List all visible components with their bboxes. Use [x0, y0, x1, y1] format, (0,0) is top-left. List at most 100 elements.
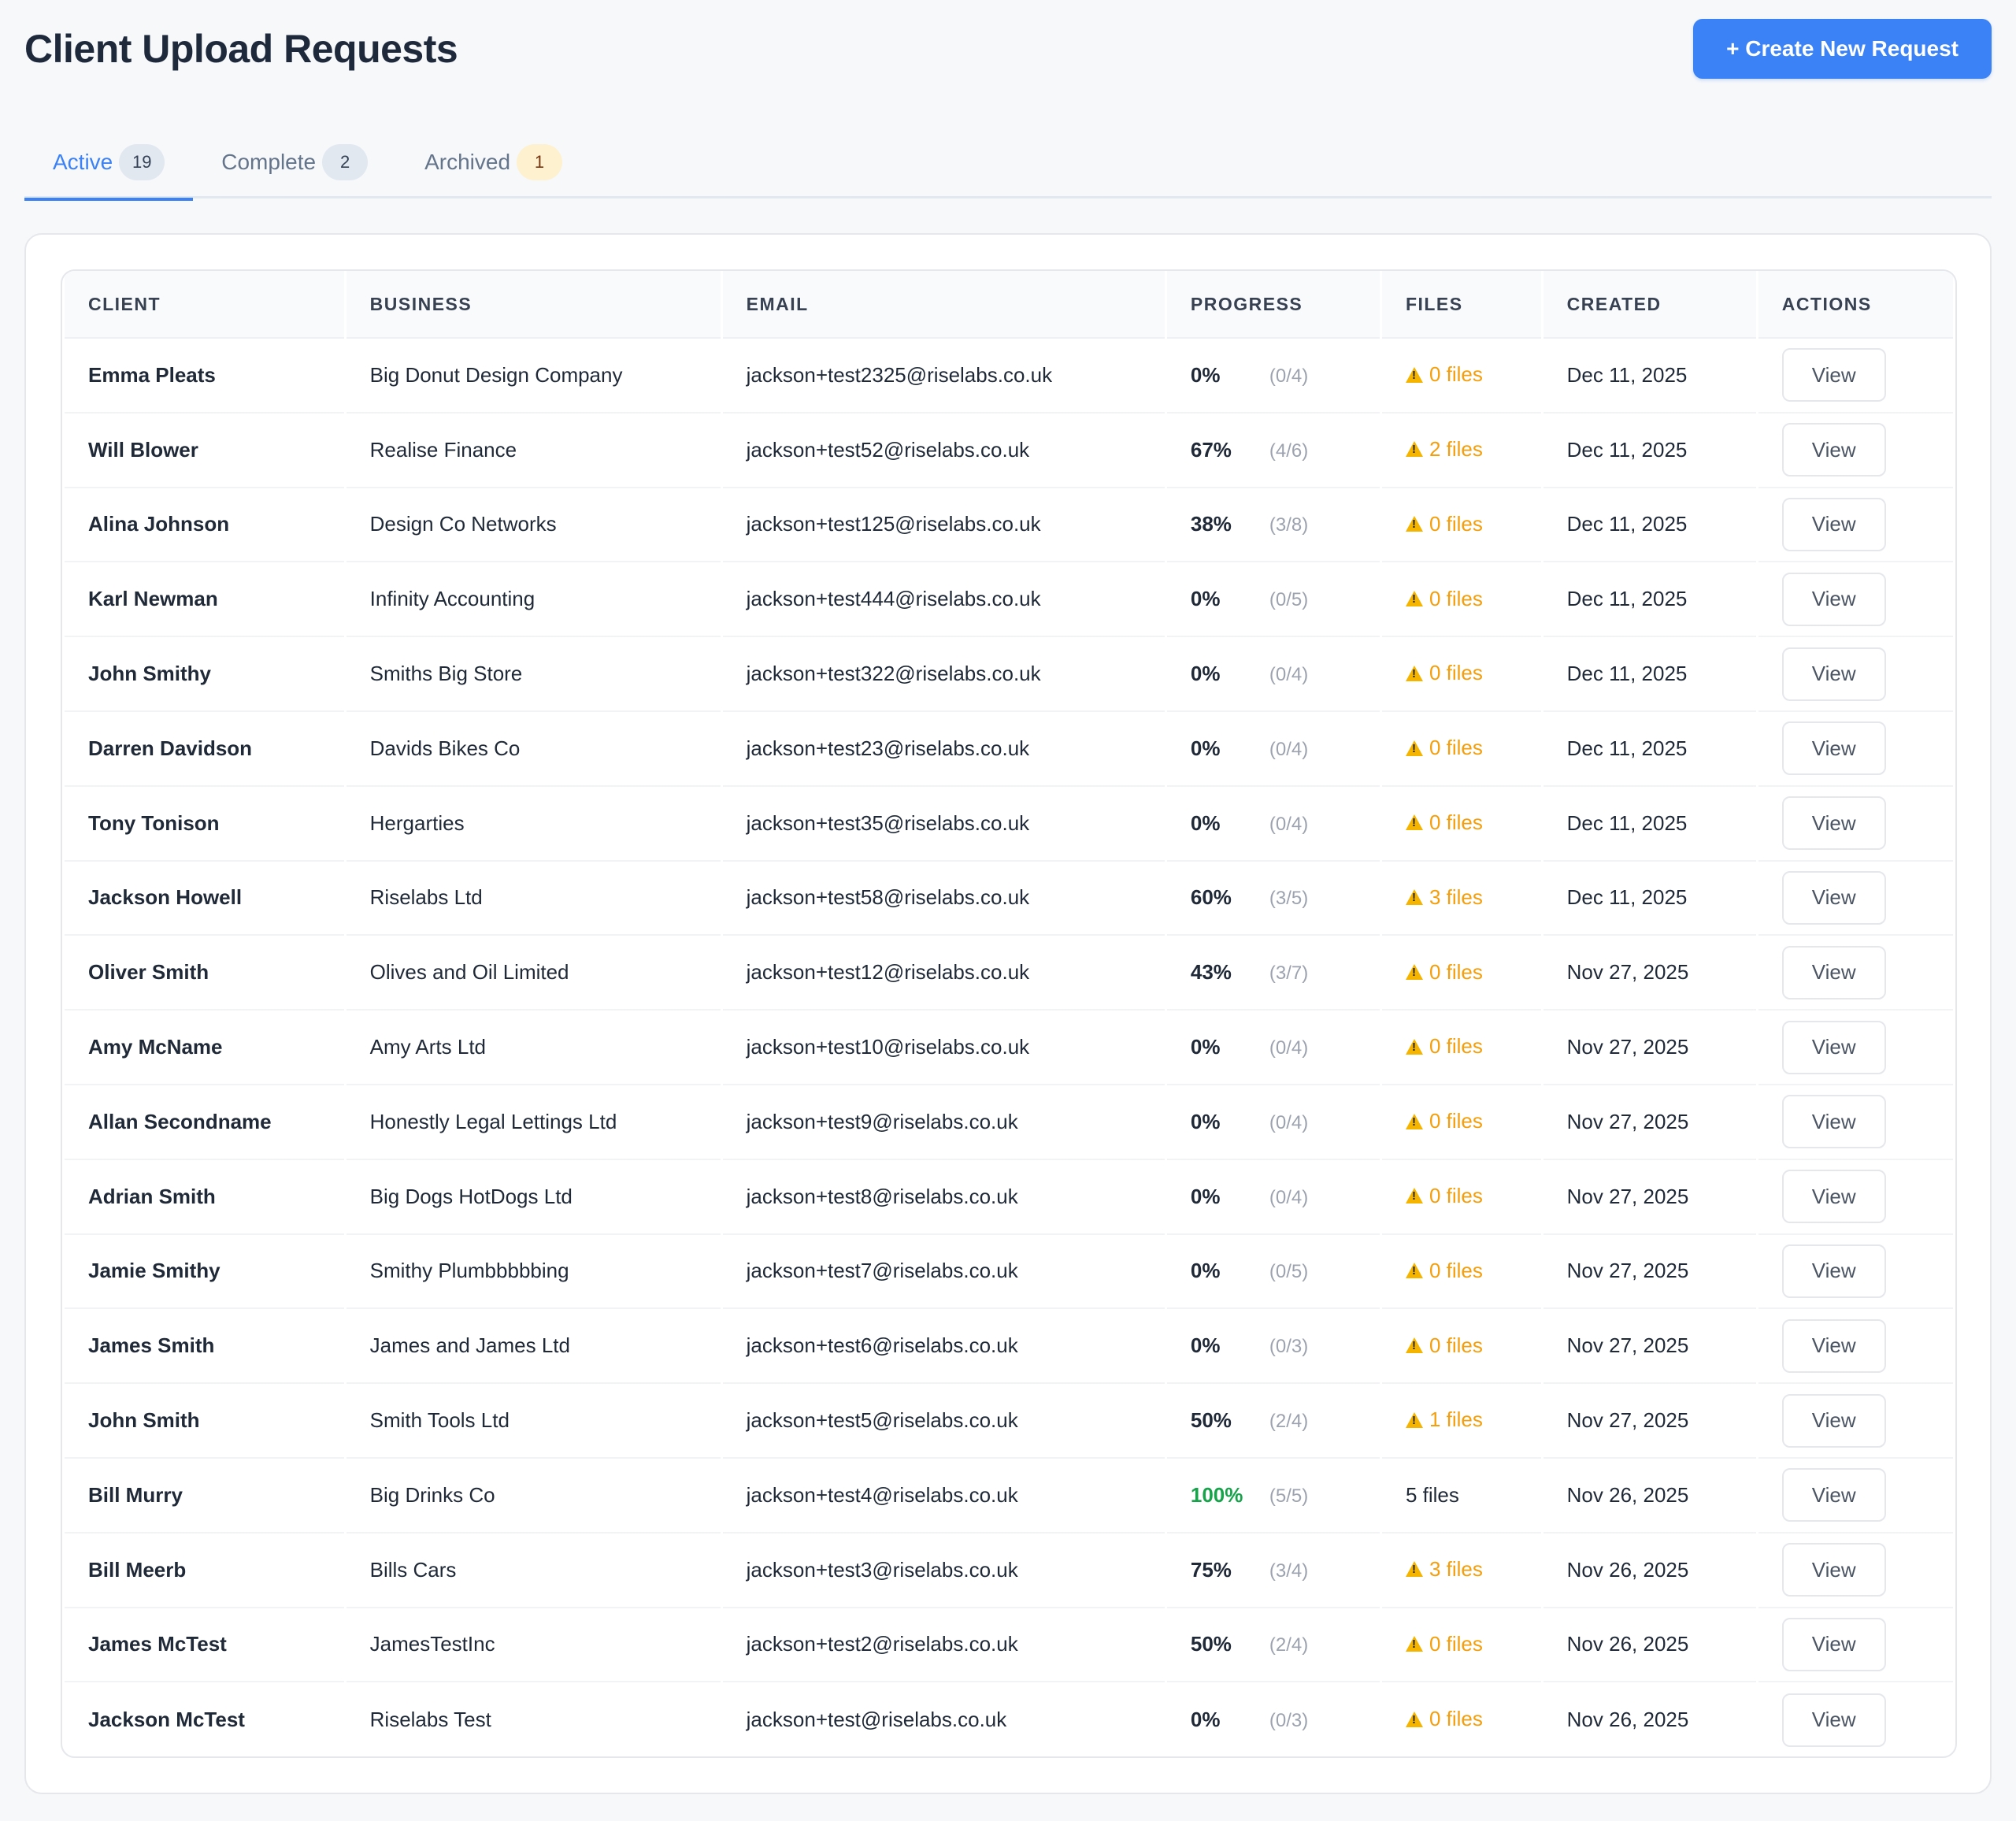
view-button[interactable]: View — [1781, 1468, 1886, 1522]
view-button[interactable]: View — [1781, 1095, 1886, 1149]
files-cell: 0 files — [1381, 1085, 1541, 1160]
view-button[interactable]: View — [1781, 572, 1886, 626]
files-count: 0 files — [1429, 959, 1483, 984]
client-email: jackson+test2325@riselabs.co.uk — [722, 339, 1165, 414]
view-button[interactable]: View — [1781, 647, 1886, 701]
files-status: 3 files — [1405, 885, 1483, 910]
created-date: Dec 11, 2025 — [1543, 562, 1756, 638]
table-row[interactable]: Allan Secondname Honestly Legal Lettings … — [65, 1085, 1953, 1160]
tab-complete[interactable]: Complete 2 — [193, 126, 396, 198]
column-header-email[interactable]: EMAIL — [722, 271, 1165, 339]
files-count: 5 files — [1405, 1482, 1459, 1507]
view-button[interactable]: View — [1781, 1244, 1886, 1298]
view-button[interactable]: View — [1781, 1170, 1886, 1224]
table-row[interactable]: Will Blower Realise Finance jackson+test52… — [65, 414, 1953, 488]
progress-cell: 60% (3/5) — [1166, 862, 1380, 936]
tab-label: Complete — [221, 150, 317, 174]
warning-icon — [1405, 516, 1423, 532]
table-row[interactable]: Emma Pleats Big Donut Design Company jacks… — [65, 339, 1953, 414]
table-row[interactable]: Jackson Howell Riselabs Ltd jackson+test58… — [65, 862, 1953, 936]
table-row[interactable]: John Smithy Smiths Big Store jackson+test3… — [65, 637, 1953, 712]
view-button[interactable]: View — [1781, 1617, 1886, 1671]
actions-cell: View — [1758, 339, 1953, 414]
progress-fraction: (2/4) — [1269, 1411, 1309, 1433]
actions-cell: View — [1758, 1384, 1953, 1459]
business-name: Davids Bikes Co — [346, 712, 721, 787]
progress-cell: 50% (2/4) — [1166, 1384, 1380, 1459]
column-header-files[interactable]: FILES — [1381, 271, 1541, 339]
progress-cell: 0% (0/5) — [1166, 1235, 1380, 1310]
created-date: Nov 27, 2025 — [1543, 1235, 1756, 1310]
table-row[interactable]: John Smith Smith Tools Ltd jackson+test5@r… — [65, 1384, 1953, 1459]
view-button[interactable]: View — [1781, 870, 1886, 925]
table-row[interactable]: Jamie Smithy Smithy Plumbbbbbing jackson+t… — [65, 1235, 1953, 1310]
files-cell: 1 files — [1381, 1384, 1541, 1459]
tab-label: Active — [53, 150, 113, 174]
view-button[interactable]: View — [1781, 1318, 1886, 1373]
created-date: Dec 11, 2025 — [1543, 339, 1756, 414]
table-row[interactable]: James McTest JamesTestInc jackson+test2@ri… — [65, 1608, 1953, 1683]
files-status: 0 files — [1405, 587, 1483, 611]
files-cell: 0 files — [1381, 562, 1541, 638]
files-status: 0 files — [1405, 810, 1483, 835]
progress-fraction: (3/4) — [1269, 1560, 1309, 1582]
tab-archived[interactable]: Archived 1 — [396, 126, 591, 198]
progress-cell: 75% (3/4) — [1166, 1534, 1380, 1608]
client-email: jackson+test322@riselabs.co.uk — [722, 637, 1165, 712]
view-button[interactable]: View — [1781, 1020, 1886, 1074]
client-name: Bill Meerb — [65, 1534, 344, 1608]
view-button[interactable]: View — [1781, 497, 1886, 551]
actions-cell: View — [1758, 862, 1953, 936]
table-row[interactable]: Karl Newman Infinity Accounting jackson+te… — [65, 562, 1953, 638]
view-button[interactable]: View — [1781, 1693, 1886, 1747]
table-row[interactable]: Bill Murry Big Drinks Co jackson+test4@ris… — [65, 1459, 1953, 1534]
files-status: 0 files — [1405, 1707, 1483, 1731]
column-header-progress[interactable]: PROGRESS — [1166, 271, 1380, 339]
column-header-client[interactable]: CLIENT — [65, 271, 344, 339]
business-name: Hergarties — [346, 787, 721, 862]
column-header-created[interactable]: CREATED — [1543, 271, 1756, 339]
files-cell: 0 files — [1381, 936, 1541, 1011]
view-button[interactable]: View — [1781, 1393, 1886, 1448]
created-date: Dec 11, 2025 — [1543, 414, 1756, 488]
files-cell: 0 files — [1381, 1011, 1541, 1085]
business-name: Riselabs Test — [369, 1708, 491, 1732]
client-name: Will Blower — [65, 414, 344, 488]
files-cell: 0 files — [1381, 1235, 1541, 1310]
business-name: James and James Ltd — [346, 1309, 721, 1385]
files-status: 5 files — [1406, 1483, 1459, 1508]
actions-cell: View — [1758, 1011, 1953, 1085]
client-email: jackson+test3@riselabs.co.uk — [722, 1534, 1165, 1608]
business-name: JamesTestInc — [346, 1608, 721, 1683]
table-row[interactable]: Darren Davidson Davids Bikes Co jackson+te… — [65, 712, 1953, 787]
table-row[interactable]: Bill Meerb Bills Cars jackson+test3@risela… — [65, 1534, 1953, 1608]
files-status: 1 files — [1405, 1407, 1483, 1432]
progress-cell: 50% (2/4) — [1166, 1608, 1380, 1683]
table-row[interactable]: Amy McName Amy Arts Ltd jackson+test10@ris… — [65, 1011, 1953, 1085]
table-row[interactable]: Alina Johnson Design Co Networks jackson+t… — [65, 488, 1953, 563]
table-row[interactable]: James Smith James and James Ltd jackson+te… — [65, 1309, 1953, 1385]
tab-active[interactable]: Active 19 — [24, 126, 194, 201]
client-email: jackson+test125@riselabs.co.uk — [722, 488, 1165, 563]
files-count: 0 files — [1429, 1109, 1483, 1133]
files-cell: 0 files — [1381, 637, 1541, 712]
table-row[interactable]: Tony Tonison Hergarties jackson+test35@ris… — [65, 787, 1953, 862]
view-button[interactable]: View — [1781, 423, 1886, 477]
create-new-request-button[interactable]: + Create New Request — [1693, 19, 1992, 79]
view-button[interactable]: View — [1781, 721, 1886, 776]
view-button[interactable]: View — [1781, 796, 1886, 851]
client-name: Bill Murry — [65, 1459, 344, 1534]
actions-cell: View — [1758, 562, 1953, 638]
view-button[interactable]: View — [1781, 945, 1886, 1000]
tab-label: Archived — [424, 150, 511, 174]
warning-icon — [1405, 889, 1423, 906]
files-count: 0 files — [1429, 1183, 1483, 1207]
client-name: Jackson Howell — [65, 862, 344, 936]
view-button[interactable]: View — [1781, 348, 1886, 402]
business-name: Riselabs Ltd — [346, 862, 721, 936]
table-row[interactable]: Oliver Smith Olives and Oil Limited jackso… — [65, 936, 1953, 1011]
table-row[interactable]: Adrian Smith Big Dogs HotDogs Ltd jackson+… — [65, 1160, 1953, 1235]
column-header-business[interactable]: BUSINESS — [346, 271, 721, 339]
view-button[interactable]: View — [1781, 1543, 1886, 1597]
table-row[interactable]: Jackson McTest Riselabs Test jackson+test@… — [65, 1682, 1953, 1756]
